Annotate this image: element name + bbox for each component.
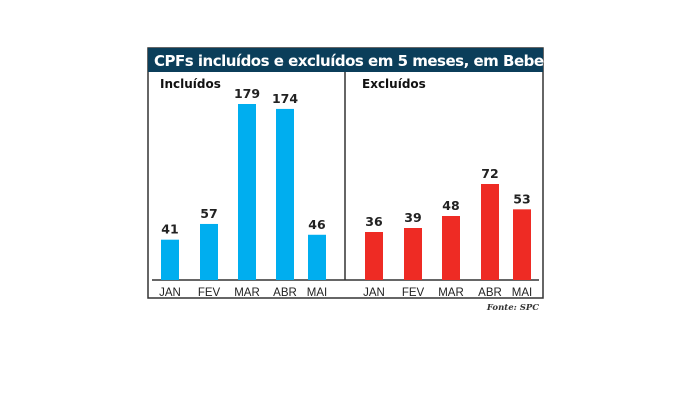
data-label: 39: [404, 210, 421, 225]
bar-jan: [365, 232, 383, 280]
bar-mai: [513, 209, 531, 280]
tick-label: JAN: [159, 287, 181, 299]
tick-label: MAI: [307, 287, 327, 299]
bar-abr: [481, 184, 499, 280]
tick-label: MAI: [512, 287, 532, 299]
tick-label: JAN: [363, 287, 385, 299]
tick-label: ABR: [478, 287, 502, 299]
tick-label: FEV: [402, 287, 425, 299]
data-label: 179: [234, 86, 260, 101]
tick-label: ABR: [273, 287, 297, 299]
data-label: 174: [272, 91, 298, 106]
title-bar: [148, 48, 543, 72]
data-label: 72: [481, 166, 498, 181]
bar-fev: [200, 223, 218, 280]
panel-title-incluidos: Incluídos: [160, 77, 221, 91]
tick-label: MAR: [438, 287, 464, 299]
data-label: 53: [513, 191, 530, 206]
data-label: 57: [200, 206, 217, 221]
tick-label: FEV: [198, 287, 221, 299]
data-label: 48: [442, 198, 459, 213]
source-note: Fonte: SPC: [486, 303, 539, 313]
data-label: 46: [308, 217, 326, 232]
bar-fev: [404, 228, 422, 280]
data-label: 36: [365, 214, 383, 229]
bar-jan: [161, 239, 179, 280]
panel-title-excluidos: Excluídos: [362, 77, 426, 91]
bar-abr: [276, 108, 294, 280]
tick-label: MAR: [234, 287, 260, 299]
bar-mar: [442, 216, 460, 280]
data-label: 41: [161, 222, 178, 237]
chart-title: CPFs incluídos e excluídos em 5 meses, e…: [154, 52, 591, 70]
bar-mar: [238, 104, 256, 280]
bar-mai: [308, 234, 326, 280]
